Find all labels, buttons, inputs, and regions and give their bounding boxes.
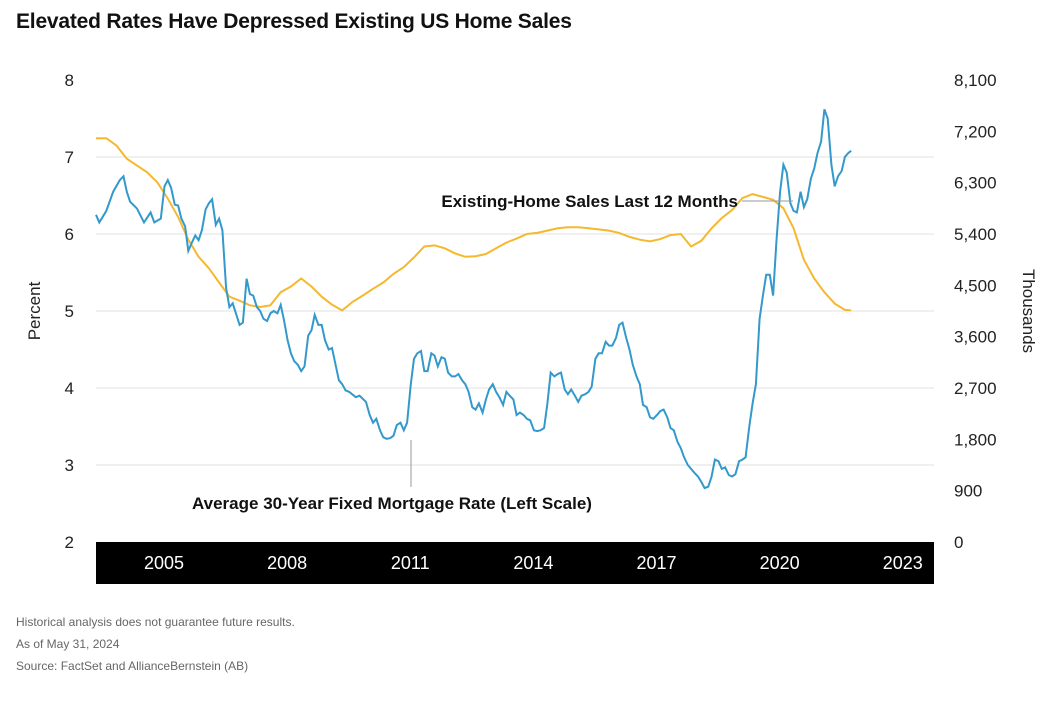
as-of-note: As of May 31, 2024: [16, 637, 120, 651]
x-tick-label: 2011: [391, 553, 430, 573]
right-tick-label: 1,800: [954, 430, 997, 449]
left-tick-label: 3: [65, 456, 74, 475]
right-tick-label: 900: [954, 482, 982, 501]
disclaimer-note: Historical analysis does not guarantee f…: [16, 615, 295, 629]
sales-series-line: [96, 137, 852, 312]
right-tick-label: 5,400: [954, 225, 997, 244]
right-tick-label: 8,100: [954, 71, 997, 90]
right-tick-label: 2,700: [954, 379, 997, 398]
right-axis-ticks: 0 900 1,800 2,700 3,600 4,500 5,400 6,300 7,200 8…: [954, 71, 997, 552]
x-tick-label: 2017: [636, 553, 676, 573]
chart-svg: 2 3 4 5 6 7 8 0 900 1,800 2,700 3,600 4,500 5,400 6,3…: [25, 71, 1038, 584]
right-tick-label: 7,200: [954, 122, 997, 141]
sales-annotation: Existing-Home Sales Last 12 Months: [441, 192, 738, 211]
x-tick-label: 2020: [760, 553, 800, 573]
left-axis-title: Percent: [25, 281, 44, 340]
right-axis-title: Thousands: [1019, 269, 1038, 353]
left-tick-label: 6: [65, 225, 74, 244]
x-axis-band: [96, 542, 934, 584]
chart-title: Elevated Rates Have Depressed Existing U…: [16, 10, 572, 33]
x-tick-label: 2008: [267, 553, 307, 573]
left-tick-label: 7: [65, 148, 74, 167]
left-tick-label: 4: [65, 379, 74, 398]
x-axis-ticks: 2005 2008 2011 2014 2017 2020 2023: [144, 553, 923, 573]
rate-annotation: Average 30-Year Fixed Mortgage Rate (Lef…: [192, 494, 592, 513]
gridlines: [96, 156, 934, 466]
left-tick-label: 8: [65, 71, 74, 90]
x-tick-label: 2005: [144, 553, 184, 573]
right-tick-label: 6,300: [954, 174, 997, 193]
left-axis-ticks: 2 3 4 5 6 7 8: [65, 71, 74, 552]
right-tick-label: 4,500: [954, 276, 997, 295]
left-tick-label: 2: [65, 533, 74, 552]
x-tick-label: 2023: [883, 553, 923, 573]
rate-series-line: [95, 108, 852, 490]
x-tick-label: 2014: [513, 553, 553, 573]
source-note: Source: FactSet and AllianceBernstein (A…: [16, 659, 249, 673]
right-tick-label: 0: [954, 533, 963, 552]
left-tick-label: 5: [65, 302, 74, 321]
right-tick-label: 3,600: [954, 328, 997, 347]
